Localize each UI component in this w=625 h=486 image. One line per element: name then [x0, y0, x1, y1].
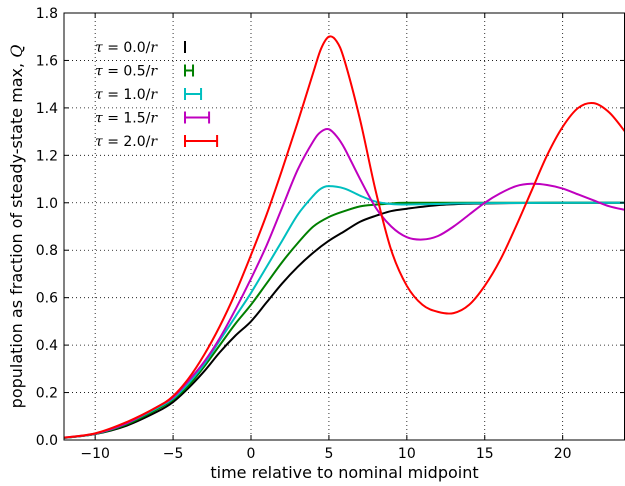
- x-tick-label: 0: [247, 446, 256, 462]
- series-line-tau-2: [64, 35, 625, 439]
- x-tick-label: 20: [554, 446, 572, 462]
- legend-label-symbol: τ: [95, 64, 103, 80]
- legend-label-text: = 1.5/: [103, 111, 151, 127]
- series-lines: [64, 35, 625, 439]
- legend-label-unit: r: [150, 40, 158, 56]
- legend-label: τ = 1.0/r: [95, 87, 158, 103]
- y-tick-label: 1.4: [36, 101, 58, 117]
- legend-label: τ = 0.0/r: [95, 40, 158, 56]
- legend-label-unit: r: [150, 134, 158, 150]
- series-line-tau-1.5: [64, 127, 625, 439]
- series-line-tau-1: [64, 185, 625, 439]
- y-tick-label: 0.0: [36, 433, 58, 449]
- legend-label-unit: r: [150, 64, 158, 80]
- y-tick-label: 0.4: [36, 338, 58, 354]
- legend-label: τ = 1.5/r: [95, 111, 158, 127]
- y-axis-label-text: population as fraction of steady-state m…: [7, 58, 26, 409]
- y-tick-label: 1.6: [36, 53, 58, 69]
- y-axis-label-symbol: Q: [7, 45, 26, 58]
- legend-label-text: = 0.0/: [103, 40, 151, 56]
- y-tick-label: 1.8: [36, 6, 58, 22]
- y-tick-label: 0.8: [36, 243, 58, 259]
- y-tick-labels: 0.0 0.2 0.4 0.6 0.8 1.0 1.2 1.4 1.6 1.8: [36, 6, 58, 449]
- x-tick-label: −5: [163, 446, 184, 462]
- x-tick-labels: −10 −5 0 5 10 15 20: [80, 446, 571, 462]
- legend-label-symbol: τ: [95, 111, 103, 127]
- legend: τ = 0.0/rτ = 0.5/rτ = 1.0/rτ = 1.5/rτ = …: [95, 40, 219, 150]
- x-tick-label: −10: [80, 446, 110, 462]
- x-tick-label: 5: [324, 446, 333, 462]
- y-tick-label: 1.2: [36, 148, 58, 164]
- legend-label: τ = 0.5/r: [95, 64, 158, 80]
- y-axis-label: population as fraction of steady-state m…: [7, 45, 26, 409]
- legend-label-text: = 0.5/: [103, 64, 151, 80]
- y-tick-label: 0.2: [36, 386, 58, 402]
- series-line-tau-0: [64, 201, 625, 439]
- legend-label-text: = 1.0/: [103, 87, 151, 103]
- legend-label-symbol: τ: [95, 134, 103, 150]
- x-tick-label: 10: [398, 446, 416, 462]
- axis-ticks: [64, 12, 625, 441]
- legend-label-unit: r: [150, 111, 158, 127]
- legend-label-text: = 2.0/: [103, 134, 151, 150]
- series-line-tau-0.5: [64, 201, 625, 439]
- x-tick-label: 15: [476, 446, 494, 462]
- y-tick-label: 0.6: [36, 291, 58, 307]
- y-tick-label: 1.0: [36, 196, 58, 212]
- legend-label-symbol: τ: [95, 40, 103, 56]
- legend-label: τ = 2.0/r: [95, 134, 158, 150]
- legend-label-unit: r: [150, 87, 158, 103]
- legend-label-symbol: τ: [95, 87, 103, 103]
- x-axis-label: time relative to nominal midpoint: [210, 463, 478, 482]
